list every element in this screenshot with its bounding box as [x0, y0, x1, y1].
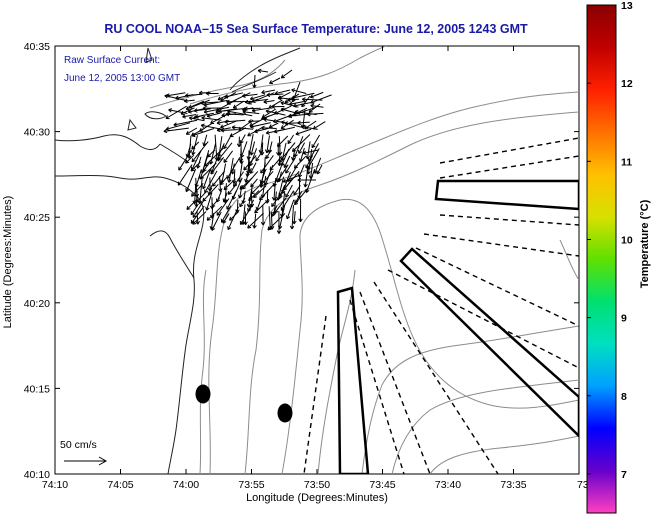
y-tick-label: 40:35	[24, 41, 50, 53]
figure-title: RU COOL NOAA–15 Sea Surface Temperature:…	[104, 22, 528, 36]
current-vector	[254, 75, 255, 88]
y-axis-label: Latitude (Degrees:Minutes)	[2, 196, 14, 329]
current-vector-head	[310, 97, 313, 98]
x-tick-label: 74:00	[173, 479, 199, 491]
y-tick-label: 40:10	[24, 469, 50, 481]
current-annotation-line2: June 12, 2005 13:00 GMT	[64, 73, 180, 84]
x-tick-label: 73:35	[500, 479, 526, 491]
current-vector-head	[296, 134, 300, 135]
current-vector-head	[221, 128, 225, 129]
colorbar-tick-label: 11	[621, 156, 632, 168]
x-tick-label: 73:45	[369, 479, 395, 491]
current-vector-head	[186, 109, 190, 110]
colorbar-tick-label: 9	[621, 313, 627, 325]
y-tick-label: 40:20	[24, 298, 50, 310]
marker-dot-east	[278, 404, 293, 423]
y-tick-label: 40:25	[24, 212, 50, 224]
colorbar-tick-label: 13	[621, 0, 633, 12]
current-vector	[234, 169, 235, 183]
colorbar-gradient	[587, 5, 616, 513]
x-tick-label: 74:05	[107, 479, 133, 491]
colorbar: 13 12 11 10 9 8 7 Temperature (°C)	[587, 0, 651, 513]
current-vector-head	[273, 122, 276, 123]
map-frame	[55, 46, 579, 474]
colorbar-tick-label: 10	[621, 234, 633, 246]
current-vector	[262, 143, 263, 156]
current-vector	[212, 205, 213, 219]
current-vector-head	[283, 182, 287, 183]
x-tick-label: 73:40	[435, 479, 461, 491]
current-vector-head	[193, 224, 196, 225]
x-tick-label: 73:50	[304, 479, 330, 491]
map-panel: Raw Surface Current: June 12, 2005 13:00…	[2, 41, 598, 504]
current-vector-head	[248, 227, 251, 228]
y-tick-label: 40:15	[24, 383, 50, 395]
current-vector	[249, 121, 261, 122]
colorbar-tick-label: 12	[621, 78, 633, 90]
x-axis-label: Longitude (Degrees:Minutes)	[246, 492, 388, 504]
colorbar-tick-label: 8	[621, 391, 627, 403]
colorbar-label: Temperature (°C)	[639, 199, 651, 288]
current-vector	[237, 200, 238, 213]
current-vector	[262, 128, 277, 129]
scale-label: 50 cm/s	[60, 439, 97, 451]
y-tick-label: 40:30	[24, 127, 50, 139]
colorbar-tick-label: 7	[621, 469, 627, 481]
current-annotation-line1: Raw Surface Current:	[64, 55, 160, 66]
marker-dot-west	[196, 385, 211, 404]
x-tick-label: 73:55	[238, 479, 264, 491]
